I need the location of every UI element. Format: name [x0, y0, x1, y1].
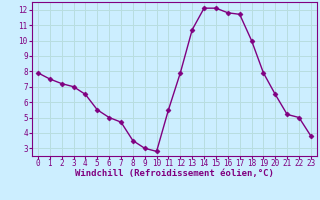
X-axis label: Windchill (Refroidissement éolien,°C): Windchill (Refroidissement éolien,°C): [75, 169, 274, 178]
